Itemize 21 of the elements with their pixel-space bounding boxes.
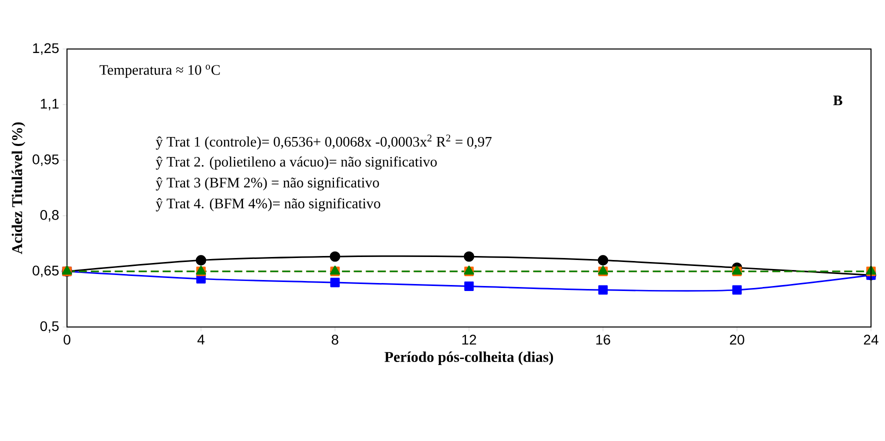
x-tick-label: 8 [332,334,338,345]
x-tick-label: 4 [197,334,204,344]
x-tick-label: 0 [64,334,70,345]
y-tick-label: 0,95 [32,154,59,166]
x-tick-label: 12 [462,334,476,345]
annotation: ŷ Trat 4. (BFM 4%)= não significativo [156,198,380,212]
annotation: ŷ Trat 2. (polietileno a vácuo)= não significativo [156,156,437,170]
y-tick-label: 0,8 [40,210,59,222]
annotation: B [833,96,842,106]
annotation: ŷ Trat 1 (controle)= 0,6536+ 0,0068x -0,0003x$^{2}$ R$^{2}$ = 0,97 [156,134,492,150]
x-axis-title: Período pós-colheita (dias) [384,351,554,366]
y-tick-label: 0,5 [40,321,59,333]
annotation: Temperatura ≈ 10 $^{o}$C [100,64,220,78]
y-axis-title: Acidez Titulável (%) [12,122,26,254]
y-tick-label: 0,65 [32,266,59,278]
y-tick-label: 1,1 [40,98,59,110]
x-tick-label: 20 [730,334,744,345]
annotation: ŷ Trat 3 (BFM 2%) = não significativo [156,177,379,190]
x-tick-label: 24 [864,334,878,345]
x-tick-label: 16 [596,334,610,345]
y-tick-label: 1,25 [33,43,59,55]
